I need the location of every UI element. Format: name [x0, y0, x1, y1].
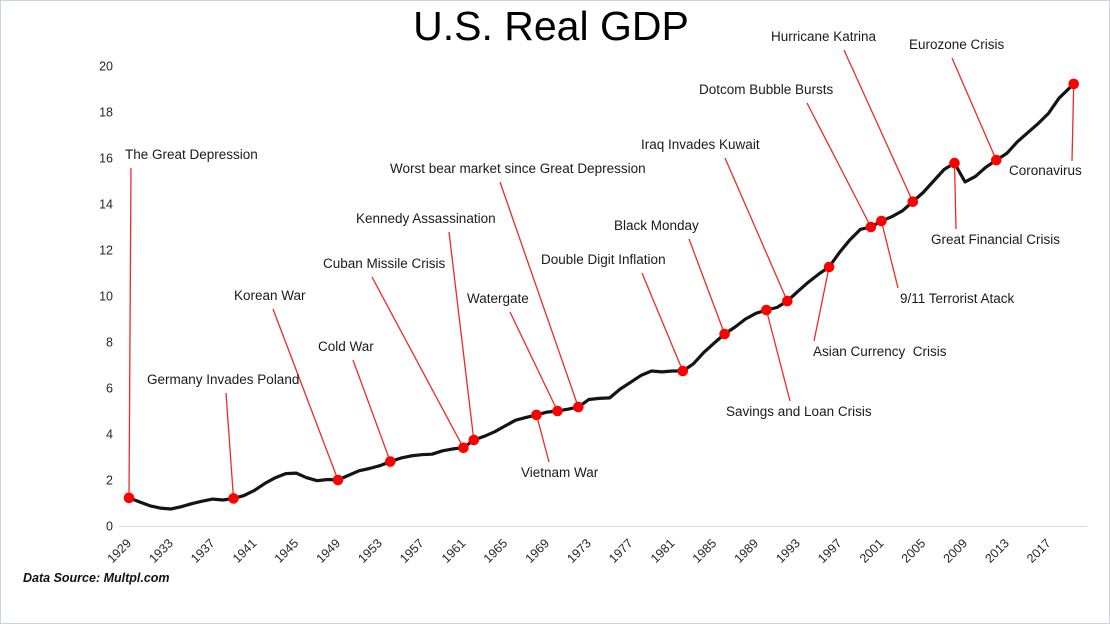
- y-tick-label: 18: [99, 106, 113, 120]
- event-label: Eurozone Crisis: [909, 37, 1005, 52]
- event-leader-line: [813, 266, 830, 342]
- event-label: Double Digit Inflation: [541, 252, 666, 267]
- event-leader-line: [1071, 83, 1075, 162]
- event-dot: [573, 401, 584, 413]
- x-tick-label: 1937: [188, 536, 218, 566]
- event-label: Cuban Missile Crisis: [323, 256, 446, 271]
- y-tick-label: 2: [106, 474, 113, 488]
- y-tick-label: 16: [99, 152, 113, 166]
- x-tick-label: 1993: [773, 536, 803, 566]
- x-tick-label: 2001: [857, 536, 887, 566]
- event-label: Iraq Invades Kuwait: [641, 137, 760, 152]
- event-dot: [782, 295, 793, 307]
- y-tick-label: 0: [106, 520, 113, 534]
- x-tick-label: 1985: [690, 536, 720, 566]
- x-tick-label: 1981: [648, 536, 678, 566]
- event-dot: [823, 261, 835, 273]
- event-label: Asian Currency Crisis: [813, 344, 947, 359]
- event-leader-line: [535, 414, 550, 463]
- event-dot: [123, 492, 135, 504]
- x-tick-label: 1977: [606, 536, 636, 566]
- x-tick-label: 1941: [230, 536, 260, 566]
- y-tick-label: 14: [99, 198, 113, 212]
- event-label: 9/11 Terrorist Atack: [900, 291, 1015, 306]
- event-label: Great Financial Crisis: [931, 232, 1060, 247]
- event-label: Hurricane Katrina: [771, 29, 877, 44]
- event-leader-line: [448, 231, 475, 441]
- event-leader-line: [843, 49, 914, 202]
- y-tick-label: 6: [106, 382, 113, 396]
- event-dot: [677, 365, 689, 377]
- event-leader-line: [509, 311, 559, 412]
- event-label: Worst bear market since Great Depression: [390, 161, 646, 176]
- event-leader-line: [765, 309, 791, 402]
- event-dot: [228, 493, 239, 504]
- event-label: Watergate: [467, 291, 529, 306]
- event-label: Cold War: [318, 339, 374, 354]
- event-leader-line: [272, 308, 339, 481]
- data-source-note: Data Source: Multpl.com: [23, 571, 170, 585]
- x-tick-label: 2017: [1024, 536, 1054, 566]
- event-dot: [1068, 78, 1079, 90]
- x-tick-label: 2009: [941, 536, 971, 566]
- event-dot: [991, 154, 1002, 166]
- event-dot: [531, 409, 542, 421]
- y-tick-label: 8: [106, 336, 113, 350]
- event-leader-line: [225, 392, 235, 499]
- event-leader-line: [724, 157, 788, 302]
- event-leader-line: [951, 57, 997, 161]
- x-tick-label: 1957: [397, 536, 427, 566]
- event-leader-line: [352, 359, 391, 462]
- event-label: Kennedy Assassination: [356, 211, 496, 226]
- event-label: Coronavirus: [1009, 163, 1082, 178]
- event-label: Dotcom Bubble Bursts: [699, 82, 834, 97]
- event-label: Savings and Loan Crisis: [726, 404, 872, 419]
- chart-title: U.S. Real GDP: [413, 3, 689, 49]
- y-tick-label: 12: [99, 244, 113, 258]
- y-tick-label: 4: [106, 428, 113, 442]
- event-leader-line: [953, 163, 957, 230]
- x-tick-label: 1953: [355, 536, 385, 566]
- x-tick-label: 1969: [523, 536, 553, 566]
- x-tick-label: 1929: [105, 536, 135, 566]
- event-leader-line: [880, 220, 899, 289]
- event-dot: [907, 196, 919, 207]
- y-tick-label: 20: [99, 60, 113, 74]
- event-label: Black Monday: [614, 218, 699, 233]
- x-tick-label: 1973: [564, 536, 594, 566]
- event-dot: [876, 215, 887, 227]
- event-dot: [761, 304, 772, 316]
- x-tick-label: 1989: [732, 536, 762, 566]
- event-leader-line: [806, 102, 872, 228]
- x-tick-label: 1949: [314, 536, 344, 566]
- event-label: Korean War: [234, 288, 306, 303]
- event-dot: [458, 442, 469, 454]
- event-label: The Great Depression: [125, 147, 258, 162]
- event-dot: [385, 456, 396, 467]
- event-label: Vietnam War: [521, 465, 599, 480]
- event-dot: [865, 221, 877, 233]
- x-tick-label: 1965: [481, 536, 511, 566]
- event-label: Germany Invades Poland: [147, 372, 299, 387]
- x-tick-label: 2005: [899, 536, 929, 566]
- x-tick-label: 1961: [439, 536, 469, 566]
- x-tick-label: 1945: [272, 536, 302, 566]
- event-leader-line: [641, 272, 684, 372]
- event-leader-line: [371, 276, 464, 449]
- y-tick-label: 10: [99, 290, 113, 304]
- x-tick-label: 1933: [146, 536, 176, 566]
- event-dot: [719, 328, 730, 340]
- event-leader-line: [688, 238, 726, 335]
- event-dot: [468, 434, 480, 446]
- x-tick-label: 2013: [982, 536, 1012, 566]
- event-leader-line: [499, 181, 579, 408]
- x-tick-label: 1997: [815, 536, 845, 566]
- event-leader-line: [128, 167, 132, 498]
- event-dot: [332, 474, 344, 486]
- event-dot: [949, 157, 960, 169]
- event-dot: [552, 405, 563, 417]
